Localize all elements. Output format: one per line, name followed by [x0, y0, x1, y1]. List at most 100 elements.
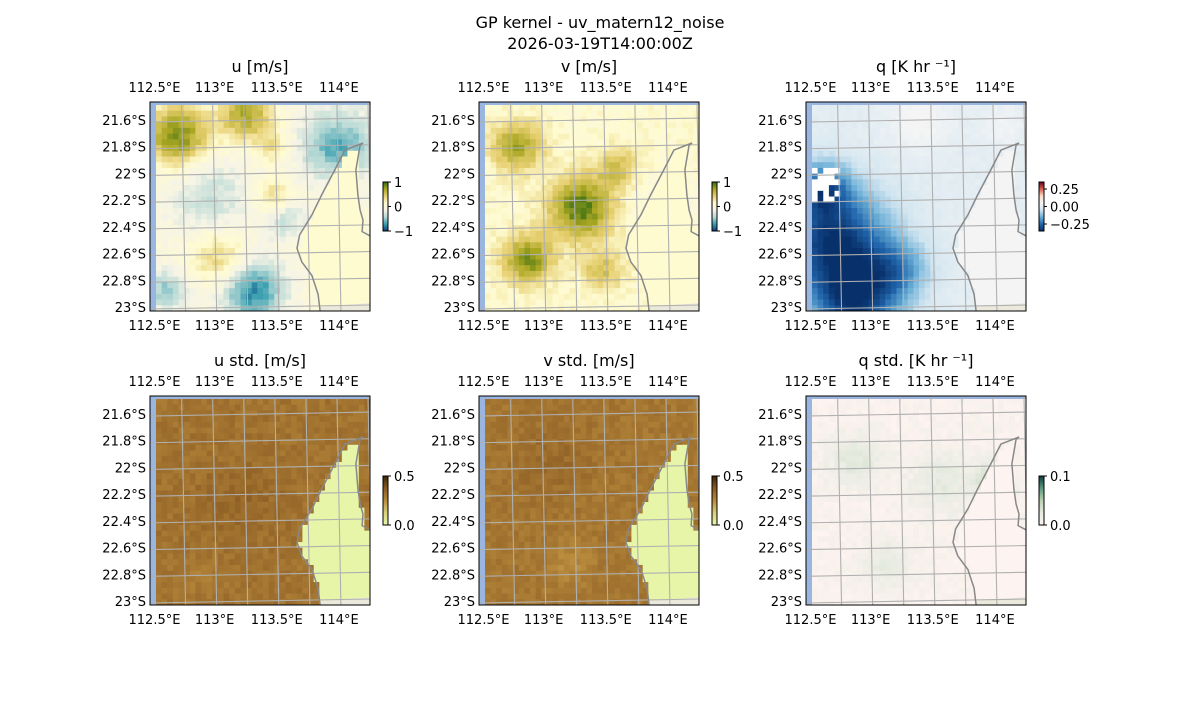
grid-cell [637, 128, 643, 134]
grid-cell [491, 282, 497, 288]
grid-cell [263, 439, 269, 445]
grid-cell [970, 105, 976, 111]
grid-cell [201, 300, 207, 306]
grid-cell [925, 191, 931, 197]
grid-cell [257, 508, 263, 514]
grid-cell [1009, 277, 1015, 283]
grid-cell [891, 214, 897, 220]
grid-cell [626, 219, 632, 225]
grid-cell [257, 502, 263, 508]
grid-cell [269, 502, 275, 508]
grid-cell [885, 122, 891, 128]
grid-cell [902, 122, 908, 128]
grid-cell [257, 422, 263, 428]
grid-cell [586, 231, 592, 237]
grid-cell [297, 185, 303, 191]
grid-cell [235, 282, 241, 288]
grid-cell [812, 111, 818, 117]
grid-cell [491, 202, 497, 208]
grid-cell [207, 410, 213, 416]
grid-cell [908, 254, 914, 260]
grid-cell [263, 265, 269, 271]
grid-cell [246, 139, 252, 145]
grid-cell [857, 116, 863, 122]
grid-cell [353, 416, 359, 422]
grid-cell [280, 294, 286, 300]
grid-cell [885, 214, 891, 220]
grid-cell [564, 191, 570, 197]
grid-cell [336, 254, 342, 260]
grid-cell [936, 231, 942, 237]
grid-cell [660, 185, 666, 191]
grid-cell [902, 219, 908, 225]
grid-cell [631, 128, 637, 134]
grid-cell [908, 157, 914, 163]
grid-cell [342, 491, 348, 497]
grid-cell [218, 139, 224, 145]
grid-cell [603, 288, 609, 294]
grid-cell [851, 282, 857, 288]
grid-cell [184, 122, 190, 128]
grid-cell [671, 242, 677, 248]
grid-cell [970, 151, 976, 157]
grid-cell [235, 202, 241, 208]
grid-cell [925, 300, 931, 306]
grid-cell [173, 134, 179, 140]
grid-cell [896, 237, 902, 243]
grid-cell [229, 456, 235, 462]
grid-cell [874, 191, 880, 197]
grid-cell [958, 288, 964, 294]
grid-cell [620, 122, 626, 128]
grid-cell [156, 185, 162, 191]
grid-cell [818, 265, 824, 271]
grid-cell [496, 214, 502, 220]
grid-cell [291, 271, 297, 277]
grid-cell [336, 468, 342, 474]
grid-cell [682, 248, 688, 254]
grid-cell [319, 410, 325, 416]
grid-cell [156, 294, 162, 300]
grid-cell [818, 219, 824, 225]
grid-cell [992, 294, 998, 300]
grid-cell [519, 191, 525, 197]
grid-cell [586, 254, 592, 260]
grid-cell [885, 282, 891, 288]
grid-cell [280, 185, 286, 191]
grid-cell [851, 248, 857, 254]
grid-cell [569, 231, 575, 237]
grid-cell [615, 139, 621, 145]
grid-cell [524, 122, 530, 128]
grid-cell [173, 502, 179, 508]
grid-cell [654, 282, 660, 288]
grid-cell [224, 242, 230, 248]
grid-cell [364, 271, 370, 277]
grid-cell [302, 122, 308, 128]
grid-cell [981, 282, 987, 288]
grid-cell [257, 305, 263, 311]
grid-cell [648, 202, 654, 208]
grid-cell [190, 248, 196, 254]
grid-cell [919, 219, 925, 225]
grid-cell [173, 496, 179, 502]
grid-cell [263, 219, 269, 225]
grid-cell [547, 105, 553, 111]
grid-cell [925, 265, 931, 271]
grid-cell [218, 151, 224, 157]
grid-cell [207, 231, 213, 237]
grid-cell [812, 168, 818, 174]
grid-cell [342, 254, 348, 260]
grid-cell [615, 191, 621, 197]
grid-cell [319, 473, 325, 479]
grid-cell [1015, 248, 1021, 254]
grid-cell [359, 271, 365, 277]
grid-cell [975, 162, 981, 168]
grid-cell [179, 134, 185, 140]
grid-cell [364, 145, 370, 151]
grid-cell [558, 162, 564, 168]
grid-cell [530, 185, 536, 191]
grid-cell [846, 139, 852, 145]
grid-cell [173, 445, 179, 451]
grid-cell [173, 508, 179, 514]
grid-cell [693, 116, 699, 122]
grid-cell [598, 191, 604, 197]
